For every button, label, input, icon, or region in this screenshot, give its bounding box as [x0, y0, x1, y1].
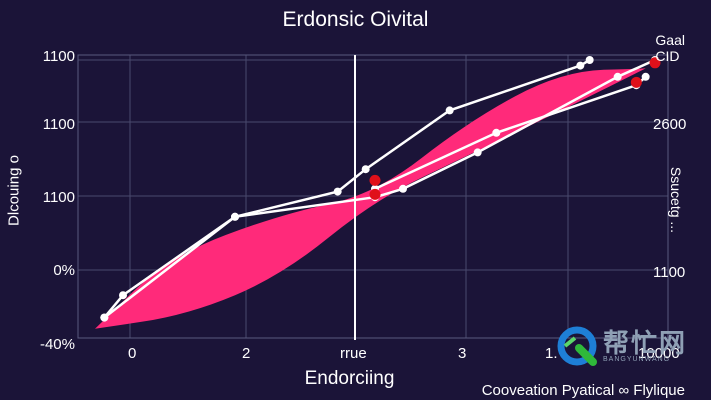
x-tick-label: rrue: [340, 345, 367, 362]
series-point: [100, 313, 109, 322]
legend: Gaal CID: [655, 32, 685, 64]
x-tick-label: 0: [128, 345, 137, 362]
highlight-point: [630, 76, 642, 88]
series-point: [399, 184, 407, 193]
highlight-point: [369, 174, 381, 186]
series-point: [613, 72, 622, 81]
y-tick-label: 1100: [42, 189, 75, 206]
y-tick-label: 0%: [53, 262, 75, 279]
series-point: [445, 106, 454, 115]
y-tick-label: 1100: [42, 48, 75, 65]
y-tick-label-right: 2600: [653, 116, 687, 133]
x-tick-label: 10000: [638, 345, 680, 362]
legend-entry: Gaal: [655, 32, 685, 48]
series-line: [103, 58, 591, 319]
y-tick-label: 1100: [42, 116, 75, 133]
plot-frame: [77, 54, 669, 339]
marker-layer: [369, 57, 661, 200]
highlight-point: [649, 57, 661, 69]
y-tick-label-right: 1100: [653, 264, 686, 281]
series-point: [231, 212, 239, 221]
series-point: [585, 56, 594, 64]
series-point: [119, 291, 127, 300]
x-tick-label: 2: [242, 345, 251, 362]
y-axis-label-right: Ssucetg ...: [668, 166, 684, 234]
series-point: [333, 187, 342, 196]
series-point: [361, 165, 370, 174]
x-axis-label: Endorciing: [304, 368, 395, 389]
legend-entry: CID: [655, 48, 680, 64]
x-tick-label: 3: [458, 345, 467, 362]
y-axis-label: Dlcouing o: [5, 155, 23, 226]
series-point: [473, 148, 482, 157]
y-tick-label: -40%: [39, 336, 75, 353]
subcaption: Cooveation Pyatical ∞ Flylique: [481, 382, 685, 399]
series-point: [492, 128, 501, 137]
series-point: [576, 61, 585, 70]
x-tick-label: 1.: [545, 345, 558, 362]
chart-title: Erdonsic Oivital: [282, 8, 429, 31]
highlight-point: [369, 188, 381, 200]
watermark-text: 帮忙网: [602, 327, 687, 358]
watermark-logo-icon: [557, 326, 597, 366]
watermark: 帮忙网 BANGYUNWANG: [555, 324, 687, 368]
series-point: [641, 72, 650, 81]
watermark-subtext: BANGYUNWANG: [602, 355, 671, 363]
